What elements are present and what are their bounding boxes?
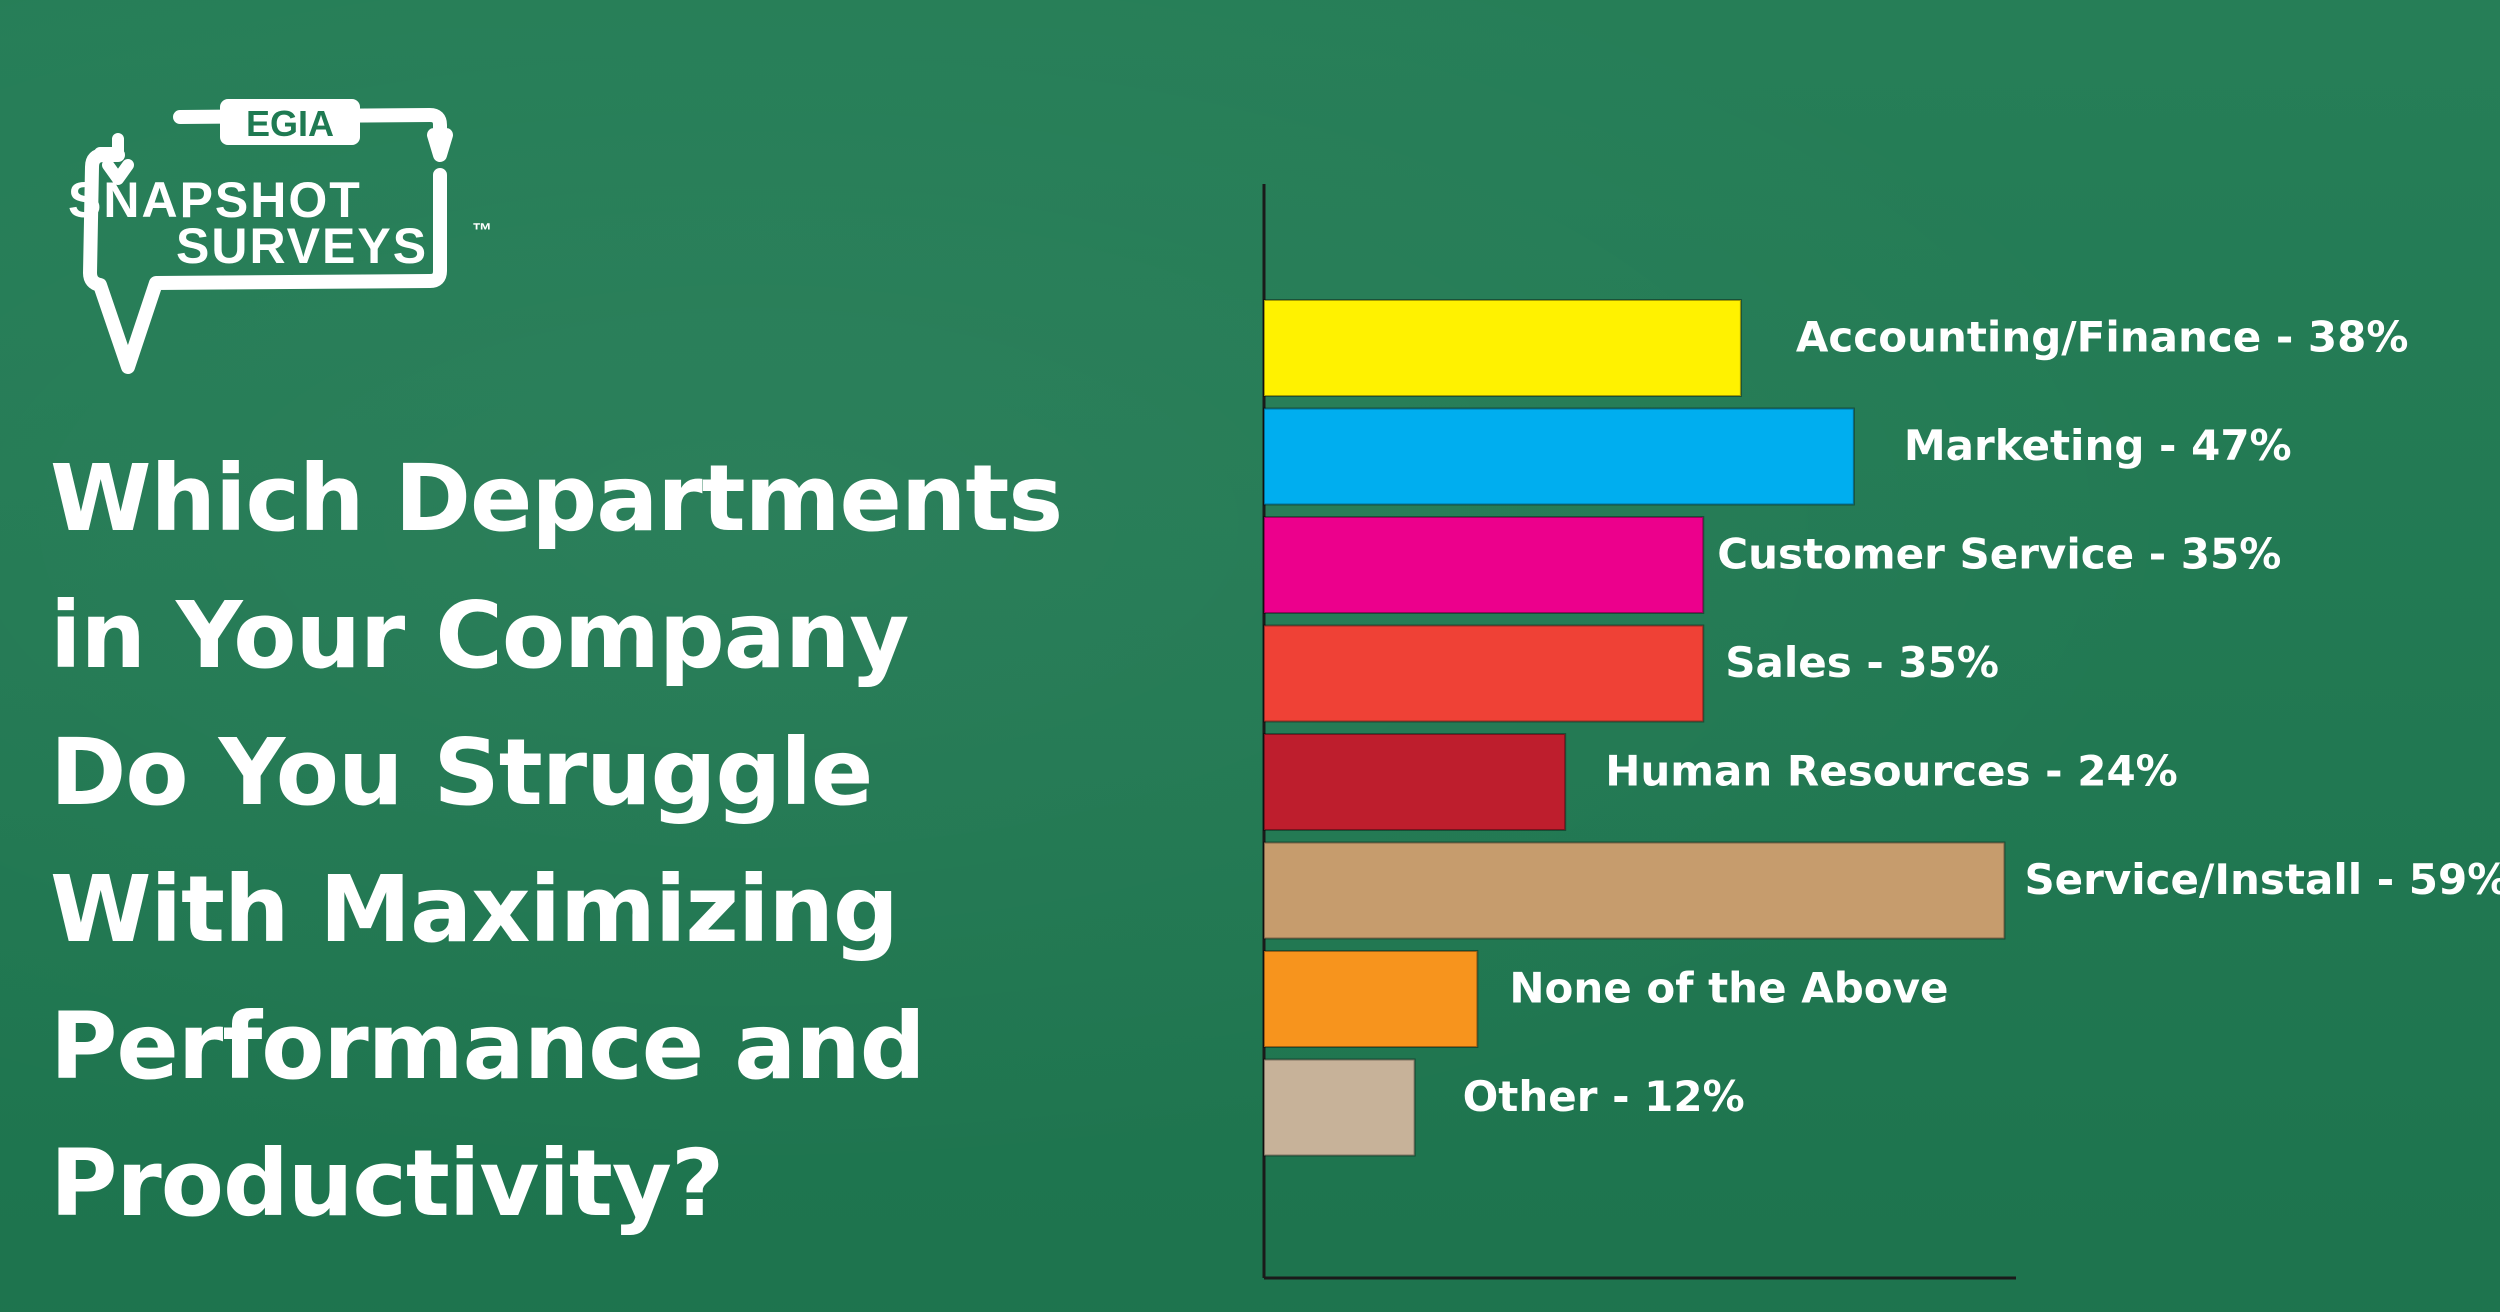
title-line: Productivity? (50, 1130, 724, 1237)
logo-graphic: EGIA SNAPSHOT SURVEYS ™ (68, 99, 492, 374)
title-line: Performance and (50, 993, 926, 1100)
speech-bubble-outline (83, 108, 453, 374)
bar-chart-svg: Accounting/Finance - 38% Marketing - 47% C… (1262, 184, 2500, 1280)
bar-label: Human Resources - 24% (1605, 747, 2178, 796)
arrow-icon (94, 133, 134, 185)
bar (1263, 624, 1705, 723)
bar-label: Sales - 35% (1725, 638, 1999, 687)
bar-label: Service/Install - 59% (2024, 855, 2500, 904)
bar (1263, 733, 1567, 831)
bar-label: Customer Service - 35% (1717, 530, 2281, 579)
bar (1263, 407, 1855, 506)
page-title: Which Departments in Your Company Do You… (50, 430, 1200, 1252)
title-line: in Your Company (50, 582, 909, 689)
brand-badge (220, 99, 360, 145)
bar (1263, 950, 1479, 1048)
bar-chart: Accounting/Finance - 38% Marketing - 47% C… (1240, 160, 2500, 1300)
bar-label: Other - 12% (1463, 1072, 1745, 1121)
bar (1263, 1058, 1416, 1157)
title-line: Which Departments (50, 445, 1063, 552)
bar-label: Marketing - 47% (1904, 421, 2292, 470)
bar (1263, 299, 1742, 397)
logo-brand: EGIA (246, 103, 334, 144)
bar (1263, 516, 1705, 614)
title-line: With Maximizing (50, 856, 899, 963)
egia-snapshot-surveys-logo: EGIA SNAPSHOT SURVEYS ™ (60, 95, 520, 385)
logo-line-1: SNAPSHOT (68, 172, 362, 228)
bar-label: Accounting/Finance - 38% (1796, 313, 2409, 362)
bar (1263, 841, 2006, 940)
logo-trademark: ™ (472, 220, 492, 242)
logo-line-2: SURVEYS (176, 218, 428, 274)
title-line: Do You Struggle (50, 719, 873, 826)
bar-label: None of the Above (1509, 964, 1948, 1013)
